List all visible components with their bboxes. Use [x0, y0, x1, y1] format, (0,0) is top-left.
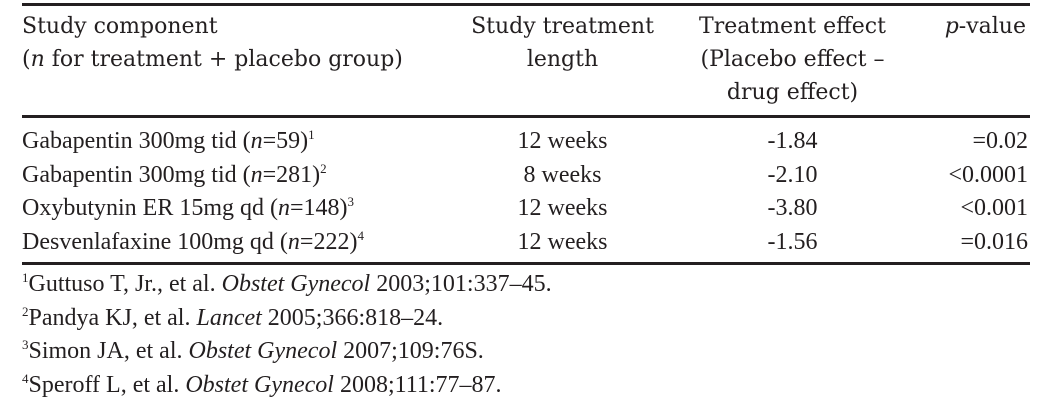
- footnote-authors: Speroff L, et al.: [28, 371, 186, 398]
- drug-text: Gabapentin 300mg tid (: [22, 128, 251, 154]
- footnote-number: 3: [22, 337, 29, 352]
- n-value: =148): [290, 195, 348, 221]
- study-component-cell: Gabapentin 300mg tid (n=281)2: [22, 159, 327, 192]
- footnote-journal: Obstet Gynecol: [188, 338, 338, 364]
- reference-marker: 4: [357, 227, 364, 243]
- n-symbol: n: [278, 195, 290, 221]
- p-value-cell: =0.016: [960, 228, 1028, 255]
- footnote-citation: 2008;111:77–87.: [333, 371, 502, 398]
- treatment-length-cell: 12 weeks: [517, 128, 608, 154]
- footnote-journal: Obstet Gynecol: [221, 271, 371, 297]
- study-component-cell: Oxybutynin ER 15mg qd (n=148)3: [22, 192, 354, 225]
- footnote-number: 1: [22, 270, 29, 285]
- drug-text: Oxybutynin ER 15mg qd (: [22, 195, 278, 221]
- header-treatment-effect: Treatment effect (Placebo effect – drug …: [690, 10, 895, 109]
- n-symbol: n: [287, 228, 300, 255]
- header-treatment-length: Study treatment length: [470, 10, 655, 76]
- p-value-cell: <0.001: [960, 195, 1028, 221]
- n-symbol: n: [30, 47, 45, 72]
- treatment-length-cell: 12 weeks: [517, 228, 608, 255]
- footnote-journal: Lancet: [196, 304, 262, 331]
- header-text: (n for treatment + placebo group): [22, 47, 403, 72]
- n-value: =222): [299, 228, 358, 255]
- p-value-cell: =0.02: [972, 128, 1028, 154]
- header-text: Study treatment: [471, 14, 654, 39]
- treatment-length-cell: 8 weeks: [523, 161, 602, 188]
- study-component-cell: Gabapentin 300mg tid (n=59)1: [22, 125, 315, 158]
- p-value-cell: <0.0001: [948, 161, 1028, 188]
- study-component-cell: Desvenlafaxine 100mg qd (n=222)4: [22, 226, 364, 259]
- n-value: =59): [262, 128, 309, 154]
- bottom-rule: [22, 262, 1030, 265]
- footnote-citation: 2005;366:818–24.: [261, 304, 444, 331]
- footnote-citation: 2007;109:76S.: [337, 338, 484, 364]
- footnote-authors: Pandya KJ, et al.: [28, 304, 197, 331]
- header-study-component: Study component (n for treatment + place…: [22, 10, 403, 76]
- top-rule: [22, 3, 1030, 6]
- treatment-effect-cell: -1.84: [767, 128, 818, 154]
- footnote-authors: Guttuso T, Jr., et al.: [28, 271, 222, 297]
- n-symbol: n: [250, 128, 263, 154]
- footnote-number: 2: [22, 303, 29, 319]
- header-p-value: p-value: [945, 10, 1026, 43]
- header-text: Study component: [22, 14, 218, 39]
- footnote-authors: Simon JA, et al.: [28, 338, 189, 364]
- reference-marker: 3: [347, 194, 355, 209]
- drug-text: Gabapentin 300mg tid (: [22, 161, 251, 188]
- footnote: 3Simon JA, et al. Obstet Gynecol 2007;10…: [22, 335, 484, 368]
- footnote: 4Speroff L, et al. Obstet Gynecol 2008;1…: [22, 369, 502, 402]
- header-text: length: [526, 47, 599, 72]
- drug-text: Desvenlafaxine 100mg qd (: [22, 228, 288, 255]
- reference-marker: 2: [320, 160, 327, 176]
- header-rule: [22, 115, 1030, 118]
- n-symbol: n: [250, 161, 263, 188]
- header-text: drug effect): [726, 80, 859, 105]
- reference-marker: 1: [308, 127, 315, 142]
- footnote-citation: 2003;101:337–45.: [370, 271, 552, 297]
- footnote-number: 4: [22, 370, 29, 386]
- header-text: Treatment effect: [699, 14, 886, 39]
- footnote: 2Pandya KJ, et al. Lancet 2005;366:818–2…: [22, 302, 443, 335]
- header-text: for treatment + placebo group): [44, 47, 403, 72]
- treatment-length-cell: 12 weeks: [517, 195, 608, 221]
- treatment-effect-cell: -3.80: [767, 195, 818, 221]
- p-symbol: p: [944, 14, 959, 39]
- treatment-effect-cell: -2.10: [767, 161, 818, 188]
- n-value: =281): [262, 161, 321, 188]
- footnote: 1Guttuso T, Jr., et al. Obstet Gynecol 2…: [22, 268, 552, 301]
- header-text: -value: [958, 14, 1026, 39]
- header-text: (Placebo effect –: [700, 47, 885, 72]
- treatment-effect-cell: -1.56: [767, 228, 818, 255]
- footnote-journal: Obstet Gynecol: [185, 371, 334, 398]
